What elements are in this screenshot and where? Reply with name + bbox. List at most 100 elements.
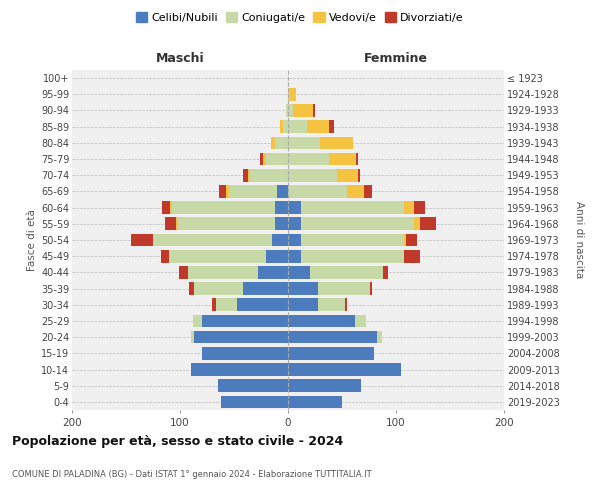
Bar xyxy=(313,104,315,117)
Bar xyxy=(301,218,415,230)
Bar xyxy=(288,152,329,166)
Bar xyxy=(191,363,288,376)
Bar xyxy=(364,185,372,198)
Bar xyxy=(415,202,425,214)
Bar xyxy=(275,202,288,214)
Bar xyxy=(178,218,275,230)
Bar xyxy=(288,347,374,360)
Bar xyxy=(266,250,288,262)
Bar xyxy=(288,396,342,408)
Bar xyxy=(288,202,301,214)
Bar xyxy=(263,152,266,166)
Bar xyxy=(283,120,288,133)
Legend: Celibi/Nubili, Coniugati/e, Vedovi/e, Divorziati/e: Celibi/Nubili, Coniugati/e, Vedovi/e, Di… xyxy=(132,8,468,28)
Bar xyxy=(290,88,296,101)
Bar xyxy=(165,218,176,230)
Bar xyxy=(219,185,226,198)
Bar xyxy=(258,266,288,278)
Bar xyxy=(218,380,288,392)
Bar xyxy=(358,169,361,181)
Bar xyxy=(280,120,283,133)
Bar xyxy=(193,314,202,328)
Bar xyxy=(131,234,153,246)
Bar xyxy=(288,282,318,295)
Bar xyxy=(248,169,250,181)
Bar xyxy=(307,120,329,133)
Bar xyxy=(356,152,358,166)
Bar xyxy=(170,202,172,214)
Bar xyxy=(275,136,288,149)
Bar xyxy=(377,331,382,344)
Bar xyxy=(277,185,288,198)
Bar xyxy=(293,104,313,117)
Bar xyxy=(191,331,194,344)
Bar xyxy=(260,152,263,166)
Bar xyxy=(288,136,320,149)
Bar xyxy=(161,250,169,262)
Bar xyxy=(301,202,404,214)
Bar xyxy=(404,250,420,262)
Bar xyxy=(301,250,404,262)
Bar xyxy=(212,298,215,311)
Bar xyxy=(250,169,288,181)
Text: Maschi: Maschi xyxy=(155,52,205,65)
Bar xyxy=(169,250,266,262)
Bar xyxy=(288,218,301,230)
Bar xyxy=(215,298,237,311)
Bar xyxy=(288,88,290,101)
Bar xyxy=(188,282,194,295)
Bar xyxy=(288,169,337,181)
Bar xyxy=(288,120,307,133)
Bar xyxy=(383,266,388,278)
Bar xyxy=(310,266,383,278)
Bar xyxy=(288,331,377,344)
Bar xyxy=(194,331,288,344)
Bar xyxy=(345,298,347,311)
Bar xyxy=(266,152,288,166)
Bar xyxy=(242,169,248,181)
Bar xyxy=(161,202,170,214)
Bar xyxy=(288,250,301,262)
Bar xyxy=(318,282,370,295)
Bar xyxy=(176,218,178,230)
Bar xyxy=(271,136,275,149)
Bar xyxy=(288,380,361,392)
Bar xyxy=(202,314,288,328)
Bar xyxy=(288,298,318,311)
Bar xyxy=(275,218,288,230)
Bar xyxy=(288,266,310,278)
Bar xyxy=(288,104,293,117)
Text: COMUNE DI PALADINA (BG) - Dati ISTAT 1° gennaio 2024 - Elaborazione TUTTITALIA.I: COMUNE DI PALADINA (BG) - Dati ISTAT 1° … xyxy=(12,470,371,479)
Bar xyxy=(202,347,288,360)
Bar xyxy=(226,185,229,198)
Bar xyxy=(272,234,288,246)
Y-axis label: Fasce di età: Fasce di età xyxy=(26,209,37,271)
Y-axis label: Anni di nascita: Anni di nascita xyxy=(574,202,584,278)
Bar xyxy=(355,314,366,328)
Bar xyxy=(221,396,288,408)
Bar xyxy=(288,185,347,198)
Text: Femmine: Femmine xyxy=(364,52,428,65)
Bar xyxy=(288,363,401,376)
Bar xyxy=(242,282,288,295)
Bar xyxy=(404,202,415,214)
Bar xyxy=(194,282,242,295)
Bar xyxy=(329,120,334,133)
Bar xyxy=(337,169,358,181)
Bar xyxy=(286,104,288,117)
Bar xyxy=(229,185,277,198)
Bar xyxy=(415,218,420,230)
Bar xyxy=(301,234,404,246)
Bar xyxy=(179,266,188,278)
Bar xyxy=(420,218,436,230)
Bar xyxy=(347,185,364,198)
Bar xyxy=(329,152,356,166)
Bar xyxy=(320,136,353,149)
Bar xyxy=(370,282,372,295)
Text: Popolazione per età, sesso e stato civile - 2024: Popolazione per età, sesso e stato civil… xyxy=(12,435,343,448)
Bar xyxy=(172,202,275,214)
Bar xyxy=(153,234,272,246)
Bar xyxy=(404,234,406,246)
Bar xyxy=(188,266,258,278)
Bar xyxy=(288,234,301,246)
